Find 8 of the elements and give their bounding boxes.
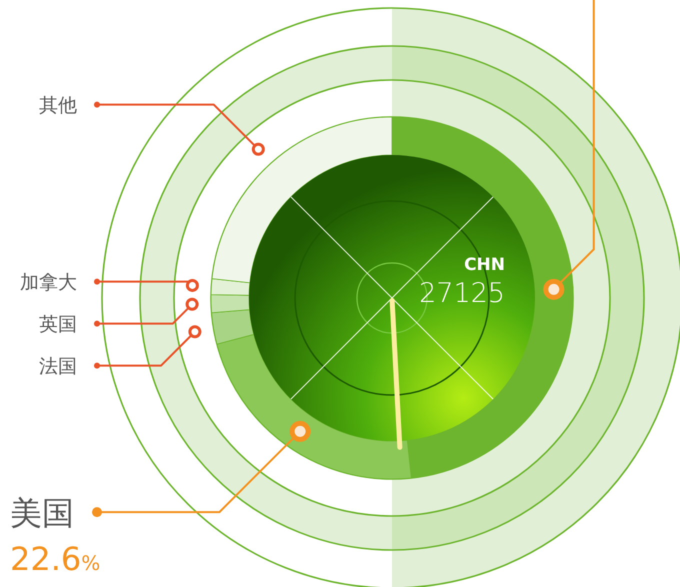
slice-label: 其他 [39, 94, 77, 117]
text: 27125 [419, 278, 505, 309]
slice-label: 加拿大 [20, 272, 77, 294]
slice-label: 英国 [39, 314, 77, 336]
slice-label: 法国 [39, 356, 77, 378]
data-label: 22.6% [10, 540, 100, 578]
text: CHN [464, 255, 505, 275]
slice-label: 美国 [10, 494, 74, 532]
